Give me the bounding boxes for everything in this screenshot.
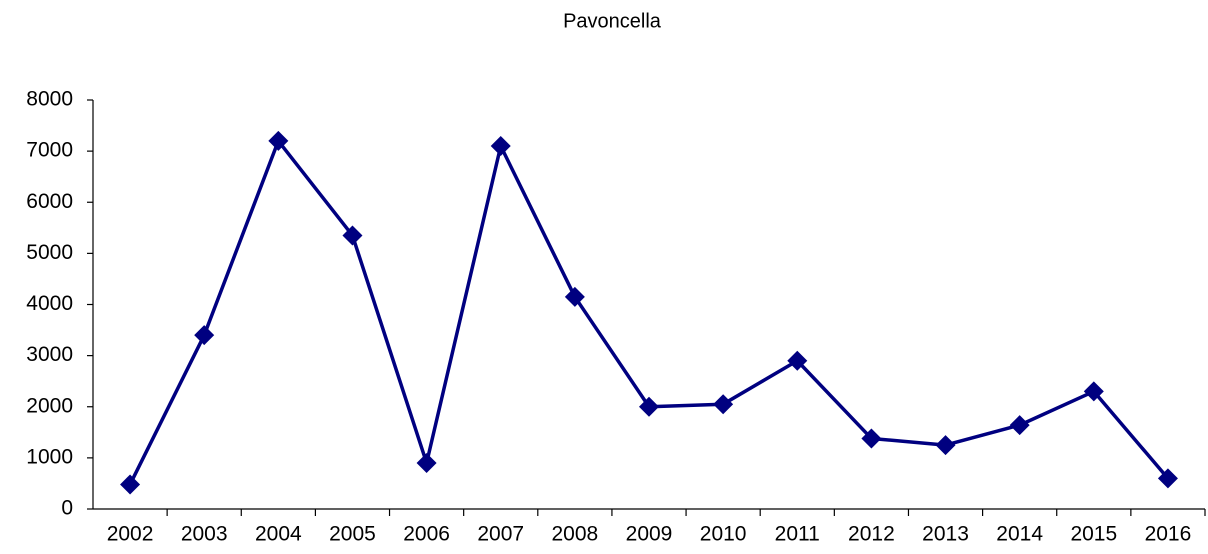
- x-tick-label: 2005: [329, 523, 376, 546]
- x-tick-label: 2007: [477, 523, 524, 546]
- marker: [194, 325, 215, 346]
- marker: [713, 394, 734, 415]
- marker: [416, 452, 437, 473]
- marker: [490, 136, 511, 157]
- x-tick-label: 2004: [255, 523, 302, 546]
- x-tick-label: 2011: [775, 523, 820, 546]
- x-tick-label: 2015: [1070, 523, 1117, 546]
- marker: [1083, 381, 1104, 402]
- marker: [1009, 415, 1030, 436]
- y-tick-label: 8000: [26, 88, 73, 111]
- marker: [342, 225, 363, 246]
- x-tick-label: 2003: [181, 523, 228, 546]
- y-tick-label: 6000: [26, 190, 73, 213]
- y-tick-label: 5000: [26, 241, 73, 264]
- marker: [787, 350, 808, 371]
- marker: [1157, 468, 1178, 489]
- y-tick-label: 3000: [26, 343, 73, 366]
- marker: [268, 130, 289, 151]
- line: [128, 139, 1170, 486]
- x-tick-label: 2016: [1145, 523, 1192, 546]
- chart-title: Pavoncella: [563, 10, 662, 32]
- x-tick-label: 2010: [700, 523, 747, 546]
- marker: [120, 474, 141, 495]
- marker: [861, 428, 882, 449]
- x-tick-label: 2002: [107, 523, 154, 546]
- x-tick-label: 2008: [552, 523, 599, 546]
- x-tick-label: 2012: [848, 523, 895, 546]
- y-tick-label: 2000: [26, 394, 73, 417]
- y-tick-label: 7000: [26, 139, 73, 162]
- x-tick-label: 2009: [626, 523, 673, 546]
- x-tick-label: 2006: [403, 523, 450, 546]
- x-tick-label: 2014: [996, 523, 1043, 546]
- marker: [564, 286, 585, 307]
- y-tick-label: 1000: [26, 445, 73, 468]
- x-tick-label: 2013: [922, 523, 969, 546]
- marker: [935, 435, 956, 456]
- marker: [639, 396, 659, 417]
- y-tick-label: 4000: [26, 292, 73, 315]
- y-tick-label: 0: [61, 497, 73, 520]
